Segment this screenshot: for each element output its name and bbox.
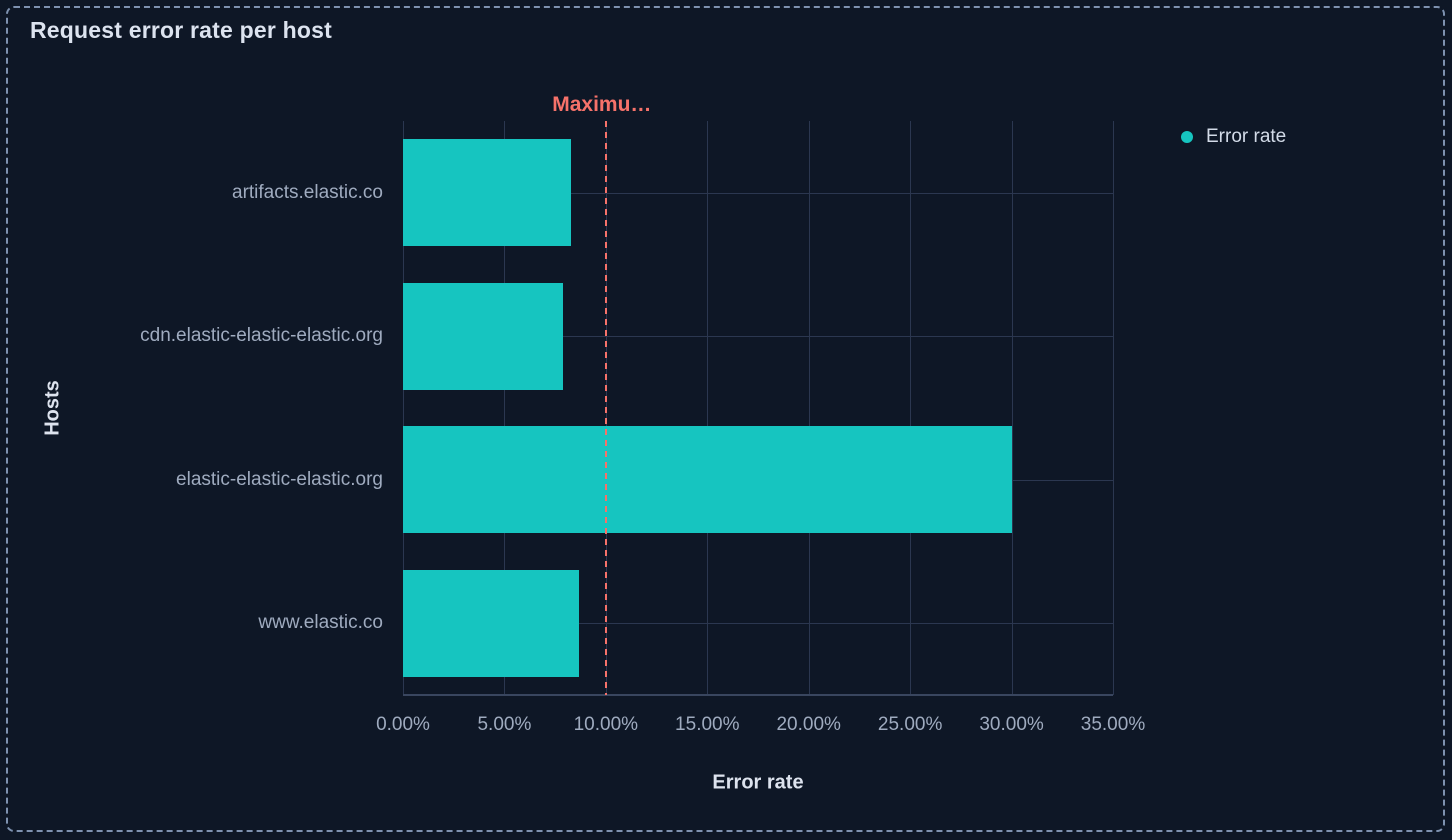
y-axis-title: Hosts	[41, 380, 64, 436]
gridline-horizontal	[403, 336, 1113, 338]
legend: Error rate	[1181, 126, 1286, 148]
x-axis-tick-label: 15.00%	[675, 714, 740, 735]
x-axis-title: Error rate	[712, 771, 804, 794]
y-axis-label: www.elastic.co	[258, 612, 383, 634]
gridline-vertical	[910, 121, 912, 695]
bar-cdn.elastic-elastic-elastic.org[interactable]	[403, 282, 564, 390]
bar-artifacts.elastic.co[interactable]	[403, 139, 572, 247]
chart-panel	[6, 6, 1445, 832]
x-axis-tick-label: 25.00%	[877, 714, 943, 735]
gridline-vertical	[403, 121, 404, 695]
gridline-vertical	[504, 121, 506, 695]
y-axis-label: cdn.elastic-elastic-elastic.org	[140, 325, 383, 347]
gridline-vertical	[707, 121, 709, 695]
x-axis-tick-label: 10.00%	[573, 714, 639, 735]
gridline-horizontal	[403, 623, 1113, 625]
gridline-vertical	[1011, 121, 1013, 695]
threshold-annotation-label[interactable]: Maximu…	[552, 93, 652, 116]
x-axis-line	[403, 694, 1113, 696]
threshold-annotation-line[interactable]	[604, 121, 607, 695]
gridline-horizontal	[403, 192, 1113, 194]
y-axis-label: elastic-elastic-elastic.org	[176, 468, 383, 490]
legend-item-label[interactable]: Error rate	[1206, 126, 1287, 147]
x-axis-tick-label: 0.00%	[376, 714, 430, 735]
x-axis-tick-label: 20.00%	[776, 714, 841, 735]
gridline-vertical	[1113, 121, 1114, 695]
bar-www.elastic.co[interactable]	[403, 569, 580, 677]
x-axis-tick-label: 30.00%	[979, 714, 1044, 735]
y-axis-label: artifacts.elastic.co	[232, 181, 383, 203]
x-axis-tick-label: 35.00%	[1080, 714, 1146, 735]
panel-title: Request error rate per host	[30, 17, 332, 43]
bar-elastic-elastic-elastic.org[interactable]	[403, 426, 1012, 534]
x-axis-tick-label: 5.00%	[477, 714, 532, 735]
legend-color-dot[interactable]	[1181, 131, 1193, 143]
gridline-vertical	[808, 121, 810, 695]
